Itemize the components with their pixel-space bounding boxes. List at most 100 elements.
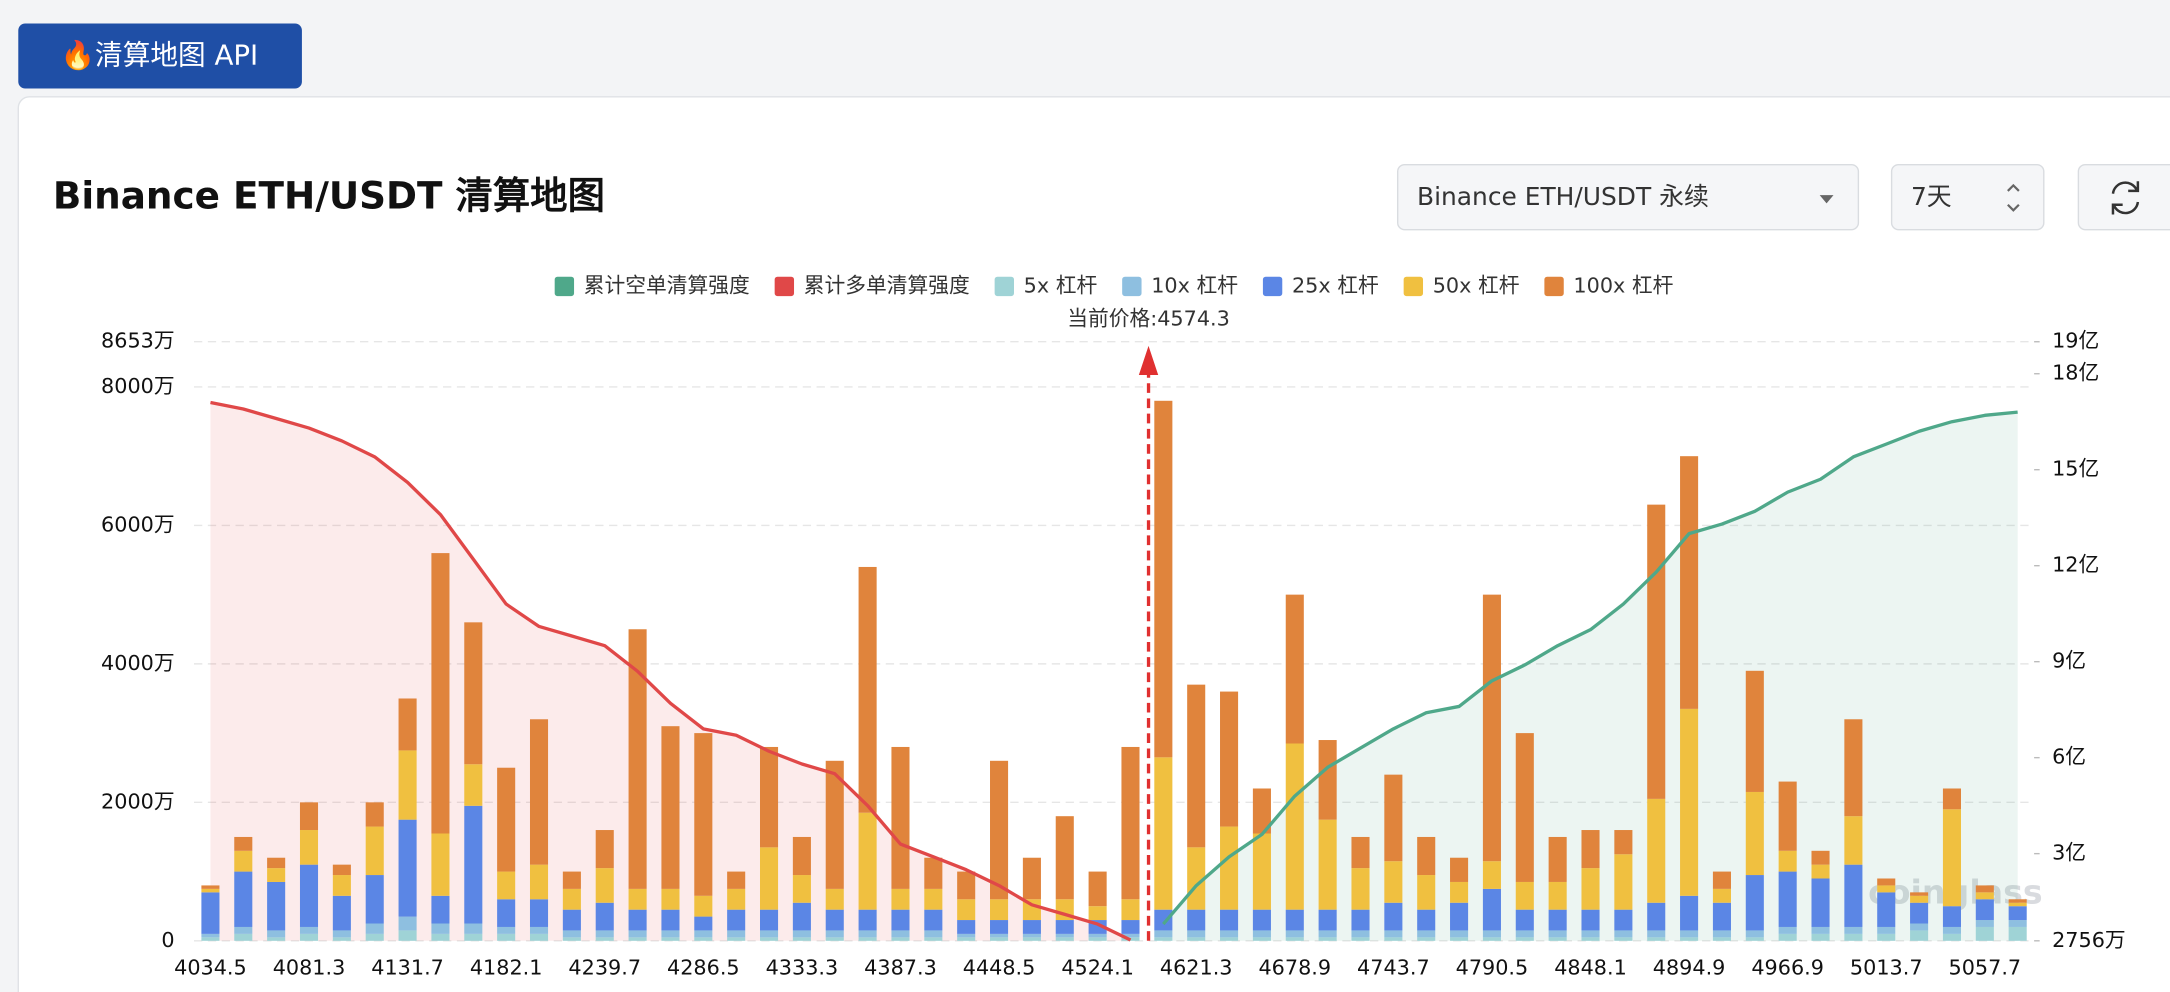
bar-segment bbox=[1220, 937, 1239, 941]
bar-segment bbox=[431, 553, 450, 834]
bar-segment bbox=[267, 868, 286, 882]
bar-segment bbox=[1581, 909, 1600, 931]
bar-segment bbox=[497, 767, 516, 872]
legend-label: 25x 杠杆 bbox=[1292, 273, 1379, 297]
bar-segment bbox=[1975, 926, 1994, 941]
bar-segment bbox=[1680, 930, 1699, 938]
bar-segment bbox=[1187, 684, 1206, 848]
exchange-select[interactable] bbox=[1396, 163, 1860, 231]
bar-segment bbox=[595, 830, 614, 869]
bar-segment bbox=[1844, 864, 1863, 927]
bar-segment bbox=[891, 888, 910, 910]
bar-segment bbox=[694, 930, 713, 938]
bar-segment bbox=[1450, 930, 1469, 938]
bar-segment bbox=[398, 750, 417, 820]
bar-segment bbox=[1910, 923, 1929, 931]
bar-segment bbox=[694, 916, 713, 931]
bar-segment bbox=[661, 930, 680, 938]
bar-segment bbox=[727, 871, 746, 889]
bar-segment bbox=[1285, 594, 1304, 744]
bar-segment bbox=[1154, 937, 1173, 941]
x-tick-label: 4182.1 bbox=[470, 955, 543, 979]
bar-segment bbox=[1975, 892, 1994, 900]
bar-segment bbox=[1712, 888, 1731, 903]
bar-segment bbox=[1614, 937, 1633, 941]
period-select[interactable] bbox=[1890, 163, 2045, 231]
spin-icon bbox=[2007, 183, 2020, 212]
bar-segment bbox=[1745, 937, 1764, 941]
bar-segment bbox=[825, 760, 844, 889]
x-tick-label: 4894.9 bbox=[1653, 955, 1726, 979]
bar-segment bbox=[1647, 937, 1666, 941]
bar-segment bbox=[1811, 926, 1830, 934]
bar-segment bbox=[759, 937, 779, 941]
tab-button-label[interactable]: 🔥清算地图 API bbox=[61, 39, 259, 72]
bar-segment bbox=[1942, 926, 1961, 934]
legend-label: 5x 杠杆 bbox=[1024, 273, 1098, 297]
bar-segment bbox=[1417, 930, 1436, 938]
exchange-select-label[interactable]: Binance ETH/USDT 永续 bbox=[1417, 182, 1709, 211]
bar-segment bbox=[1910, 892, 1929, 896]
bar-segment bbox=[1285, 909, 1304, 931]
bar-segment bbox=[1548, 909, 1567, 931]
bar-segment bbox=[1022, 857, 1041, 900]
bar-segment bbox=[1482, 594, 1501, 862]
bar-segment bbox=[858, 909, 877, 931]
bar-segment bbox=[1712, 871, 1731, 889]
bar-segment bbox=[1384, 930, 1403, 938]
bar-segment bbox=[299, 864, 319, 927]
bar-segment bbox=[431, 923, 450, 934]
bar-segment bbox=[1417, 836, 1436, 876]
bar-segment bbox=[267, 857, 286, 869]
bar-segment bbox=[1647, 930, 1666, 938]
bar-segment bbox=[1614, 930, 1633, 938]
bar-segment bbox=[365, 933, 384, 941]
bar-segment bbox=[529, 719, 549, 865]
bar-segment bbox=[1055, 920, 1074, 934]
bar-segment bbox=[858, 566, 877, 813]
y-tick-label: 2000万 bbox=[101, 789, 175, 813]
x-tick-label: 4286.5 bbox=[667, 955, 740, 979]
bar-segment bbox=[825, 888, 844, 910]
refresh-button[interactable] bbox=[2077, 163, 2170, 231]
bar-segment bbox=[1318, 930, 1337, 938]
bar-segment bbox=[1712, 902, 1731, 931]
bar-segment bbox=[1877, 892, 1896, 927]
bar-segment bbox=[332, 864, 351, 876]
bar-segment bbox=[1942, 906, 1961, 927]
bar-segment bbox=[201, 892, 220, 934]
bar-segment bbox=[1515, 937, 1534, 941]
bar-segment bbox=[2008, 920, 2027, 927]
bar-segment bbox=[365, 923, 384, 934]
bar-segment bbox=[1482, 861, 1501, 889]
bar-segment bbox=[858, 930, 877, 938]
bar-segment bbox=[497, 926, 516, 934]
bar-segment bbox=[1417, 909, 1436, 931]
x-tick-label: 4131.7 bbox=[371, 955, 444, 979]
bar-segment bbox=[990, 937, 1009, 941]
bar-segment bbox=[1220, 930, 1239, 938]
tab-button[interactable] bbox=[18, 23, 302, 89]
x-tick-label: 4621.3 bbox=[1160, 955, 1233, 979]
bar-segment bbox=[661, 937, 680, 941]
bar-segment bbox=[1318, 740, 1337, 820]
bar-segment bbox=[727, 930, 746, 938]
bar-segment bbox=[1745, 670, 1764, 792]
bar-segment bbox=[1910, 895, 1929, 903]
bar-segment bbox=[1942, 809, 1961, 907]
bar-segment bbox=[924, 909, 943, 931]
bar-segment bbox=[398, 916, 417, 931]
bar-segment bbox=[792, 937, 811, 941]
bar-segment bbox=[1515, 881, 1534, 910]
bar-segment bbox=[1614, 854, 1633, 910]
bar-segment bbox=[957, 899, 976, 921]
legend-swatch bbox=[1122, 276, 1142, 297]
bar-segment bbox=[1712, 930, 1731, 938]
bar-segment bbox=[924, 930, 943, 938]
bar-segment bbox=[759, 909, 779, 931]
bar-segment bbox=[1942, 788, 1961, 810]
bar-segment bbox=[1384, 774, 1403, 862]
bar-segment bbox=[201, 937, 220, 941]
y2-tick-label: 19亿 bbox=[2052, 329, 2099, 353]
period-select-label[interactable]: 7天 bbox=[1911, 182, 1952, 211]
